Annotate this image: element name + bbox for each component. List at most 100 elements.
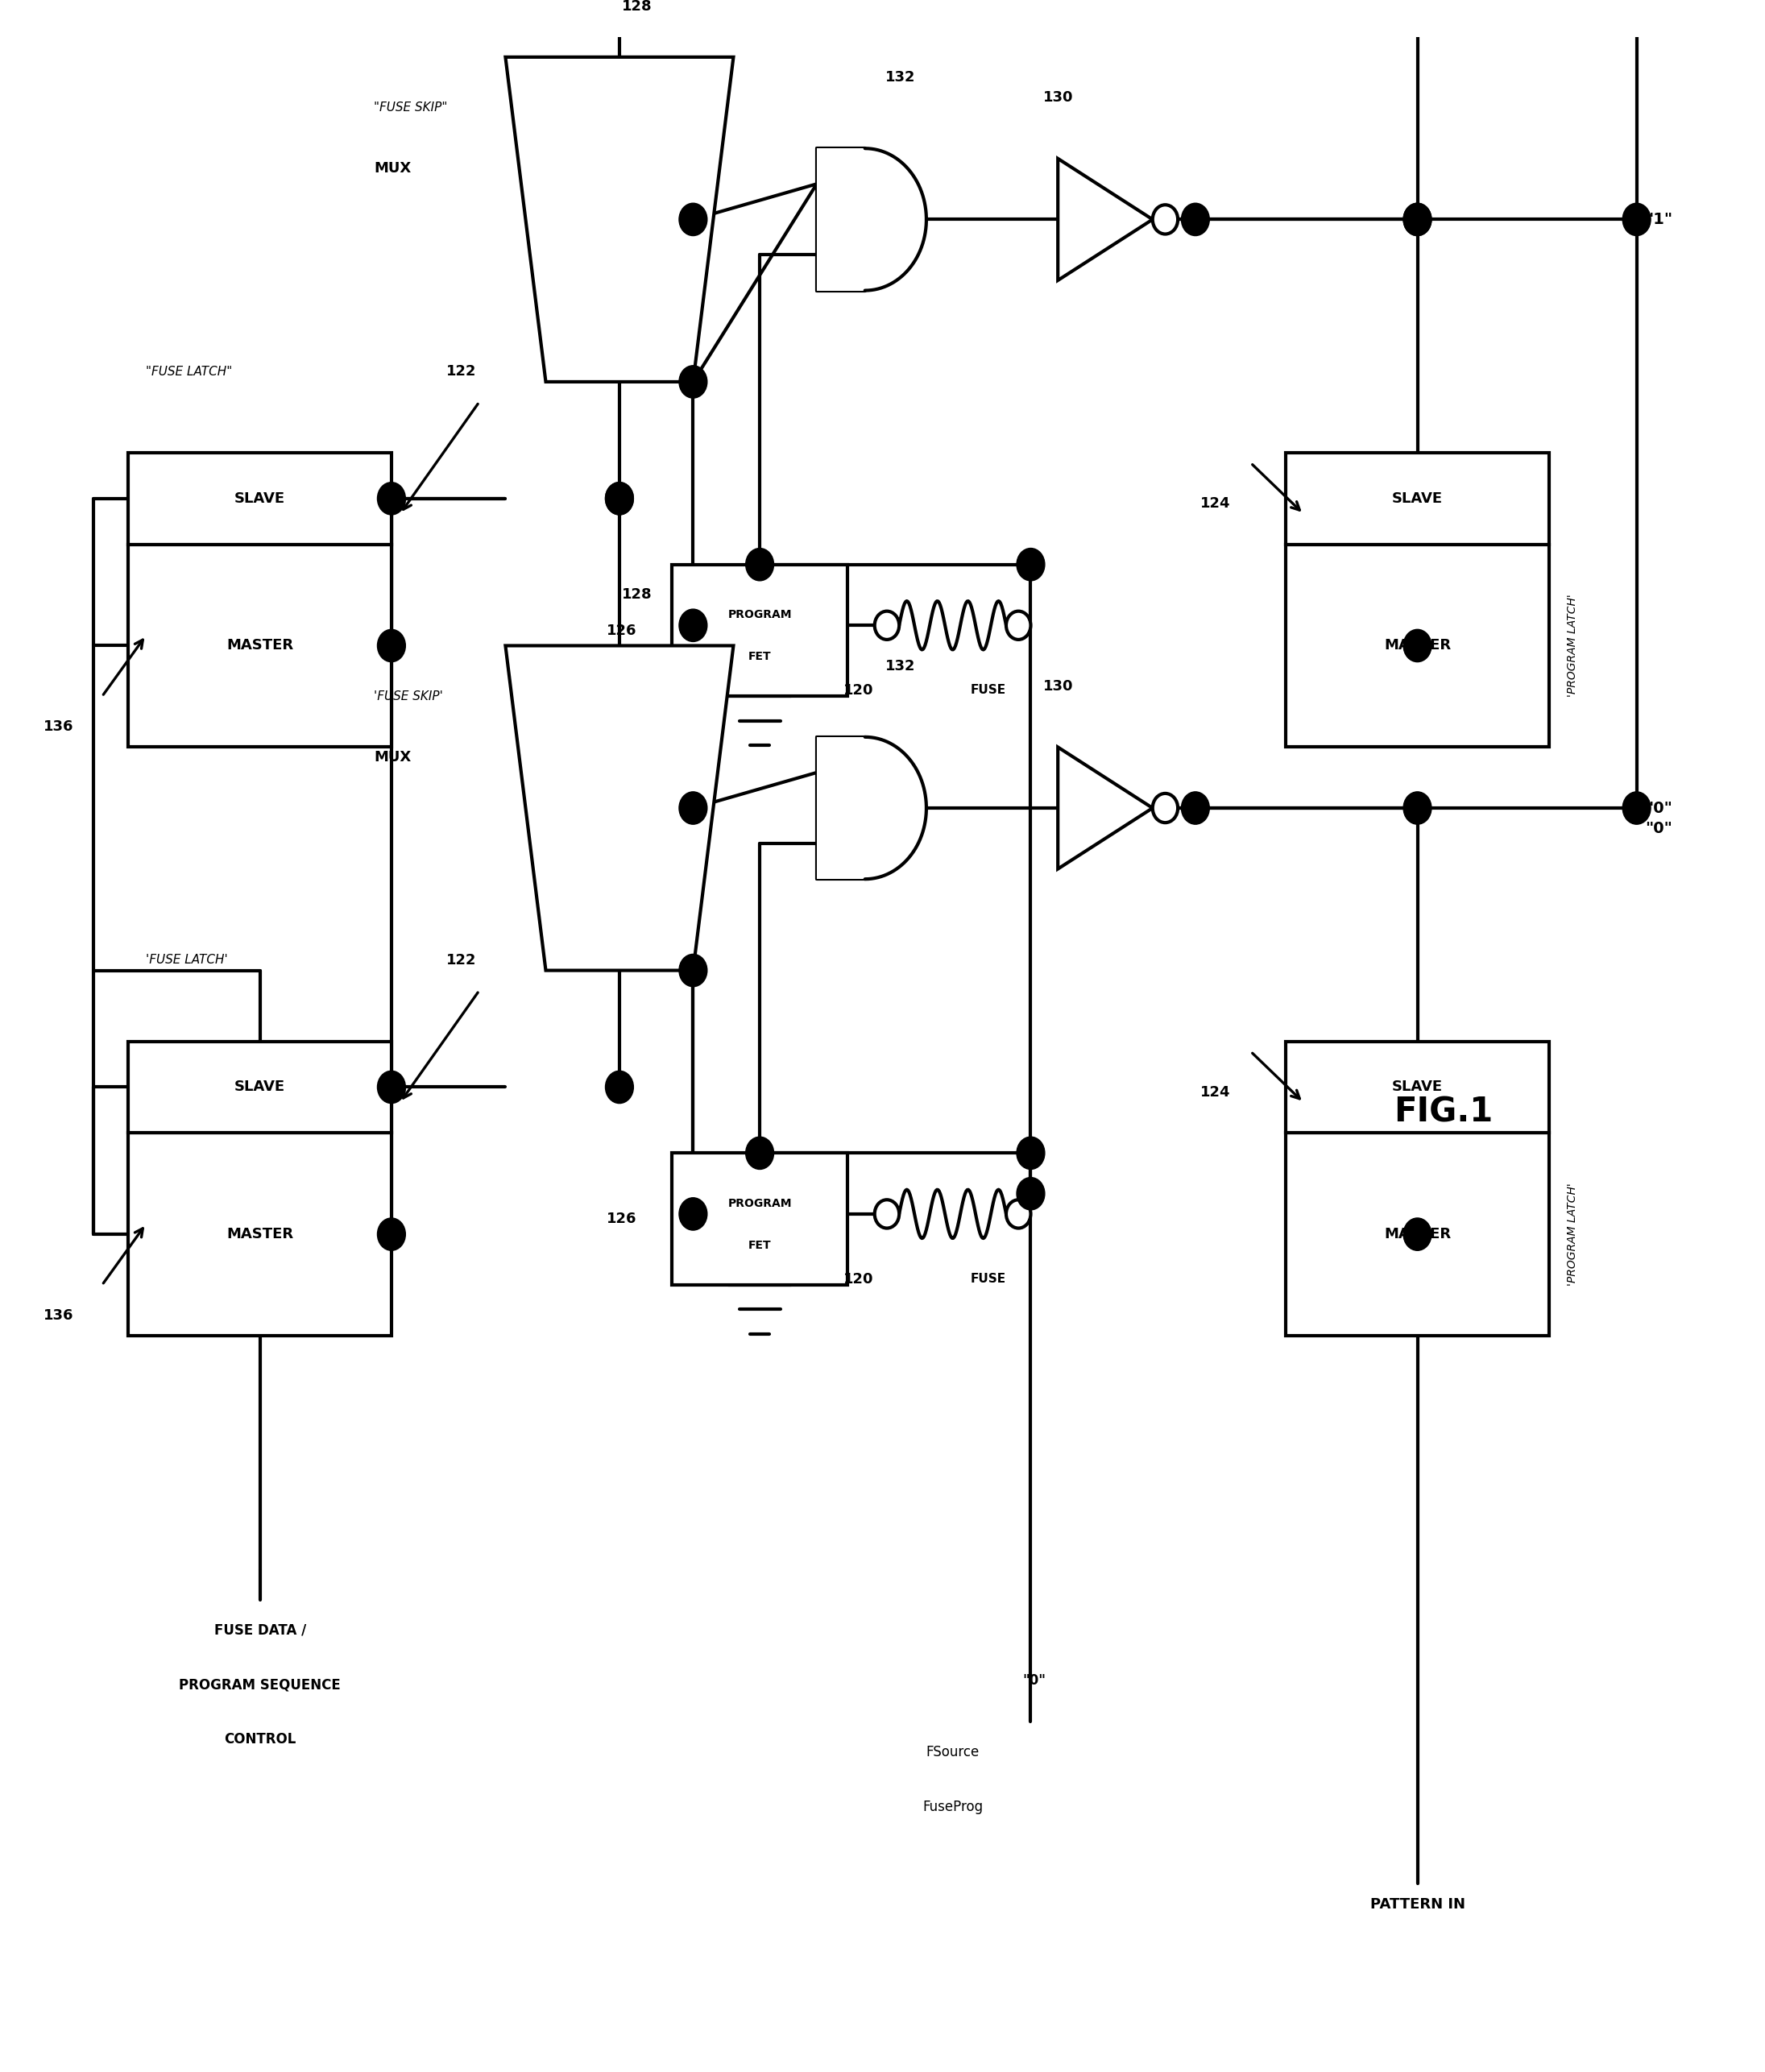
Text: FSource: FSource — [927, 1745, 980, 1759]
Circle shape — [1153, 205, 1177, 234]
Text: FUSE: FUSE — [971, 1272, 1006, 1285]
Circle shape — [680, 792, 708, 825]
Circle shape — [1017, 1138, 1045, 1169]
Text: SLAVE: SLAVE — [235, 1080, 286, 1094]
Bar — [129, 454, 392, 545]
Text: 124: 124 — [1200, 497, 1230, 512]
Text: MASTER: MASTER — [226, 1227, 293, 1241]
Circle shape — [680, 609, 708, 642]
Circle shape — [1403, 630, 1431, 661]
Circle shape — [1622, 792, 1650, 825]
Circle shape — [1403, 203, 1431, 236]
Text: MASTER: MASTER — [1384, 1227, 1451, 1241]
Circle shape — [1403, 792, 1431, 825]
Polygon shape — [505, 58, 734, 381]
Bar — [1287, 545, 1550, 748]
Text: 'PROGRAM LATCH': 'PROGRAM LATCH' — [1567, 1183, 1578, 1287]
Text: FIG.1: FIG.1 — [1394, 1096, 1493, 1129]
Text: PATTERN IN: PATTERN IN — [1370, 1896, 1465, 1910]
Polygon shape — [505, 646, 734, 970]
Text: 122: 122 — [447, 365, 477, 379]
Text: 136: 136 — [42, 1307, 74, 1322]
Text: 128: 128 — [621, 0, 651, 15]
Bar — [672, 564, 847, 696]
Circle shape — [605, 483, 634, 514]
Text: 128: 128 — [621, 588, 651, 603]
Text: 132: 132 — [884, 70, 914, 85]
Text: MUX: MUX — [374, 162, 411, 176]
Text: SLAVE: SLAVE — [235, 491, 286, 506]
Bar — [1287, 1133, 1550, 1336]
Text: 132: 132 — [884, 659, 914, 673]
Bar — [129, 1133, 392, 1336]
Text: FUSE DATA /: FUSE DATA / — [214, 1622, 305, 1637]
Text: SLAVE: SLAVE — [1393, 1080, 1442, 1094]
Circle shape — [680, 203, 708, 236]
Text: "0": "0" — [1645, 821, 1673, 835]
Text: 124: 124 — [1200, 1086, 1230, 1100]
Text: 126: 126 — [607, 624, 637, 638]
Circle shape — [1153, 794, 1177, 823]
Text: "1": "1" — [1645, 211, 1673, 228]
Text: 130: 130 — [1043, 680, 1073, 694]
Polygon shape — [865, 738, 927, 879]
Text: "0": "0" — [1645, 800, 1673, 816]
Circle shape — [1017, 549, 1045, 580]
Circle shape — [680, 365, 708, 398]
Text: MASTER: MASTER — [226, 638, 293, 653]
Polygon shape — [817, 149, 865, 290]
Circle shape — [680, 1198, 708, 1231]
Text: "FUSE LATCH": "FUSE LATCH" — [146, 365, 233, 377]
Circle shape — [875, 1200, 898, 1229]
Text: 'PROGRAM LATCH': 'PROGRAM LATCH' — [1567, 595, 1578, 696]
Text: FuseProg: FuseProg — [923, 1798, 983, 1813]
Circle shape — [1181, 792, 1209, 825]
Bar — [1287, 1042, 1550, 1133]
Circle shape — [605, 1071, 634, 1104]
Circle shape — [378, 1071, 406, 1104]
Circle shape — [1622, 203, 1650, 236]
Circle shape — [1403, 203, 1431, 236]
Bar — [129, 1042, 392, 1133]
Circle shape — [1006, 611, 1031, 640]
Circle shape — [378, 483, 406, 514]
Polygon shape — [865, 149, 927, 290]
Text: CONTROL: CONTROL — [224, 1732, 297, 1747]
Circle shape — [378, 1218, 406, 1251]
Bar — [1287, 454, 1550, 545]
Text: FUSE: FUSE — [971, 684, 1006, 696]
Bar — [129, 545, 392, 748]
Text: FET: FET — [748, 1239, 771, 1251]
Text: PROGRAM: PROGRAM — [727, 609, 792, 620]
Text: 'FUSE LATCH': 'FUSE LATCH' — [146, 955, 228, 966]
Circle shape — [680, 955, 708, 986]
Text: SLAVE: SLAVE — [1393, 491, 1442, 506]
Circle shape — [1181, 203, 1209, 236]
Circle shape — [1403, 1218, 1431, 1251]
Text: MASTER: MASTER — [1384, 638, 1451, 653]
Bar — [672, 1154, 847, 1285]
Text: 120: 120 — [844, 1272, 874, 1287]
Circle shape — [1017, 1177, 1045, 1210]
Text: FET: FET — [748, 651, 771, 663]
Circle shape — [1006, 1200, 1031, 1229]
Polygon shape — [1057, 160, 1153, 280]
Text: 122: 122 — [447, 953, 477, 968]
Polygon shape — [817, 738, 865, 879]
Circle shape — [378, 630, 406, 661]
Text: 126: 126 — [607, 1212, 637, 1227]
Circle shape — [745, 1138, 773, 1169]
Text: 120: 120 — [844, 684, 874, 698]
Text: 130: 130 — [1043, 91, 1073, 106]
Polygon shape — [1057, 748, 1153, 868]
Text: MUX: MUX — [374, 750, 411, 765]
Text: 136: 136 — [42, 719, 74, 733]
Text: "0": "0" — [1022, 1674, 1047, 1689]
Circle shape — [745, 549, 773, 580]
Text: 'FUSE SKIP': 'FUSE SKIP' — [374, 690, 443, 702]
Circle shape — [605, 483, 634, 514]
Text: PROGRAM: PROGRAM — [727, 1198, 792, 1208]
Circle shape — [875, 611, 898, 640]
Text: PROGRAM SEQUENCE: PROGRAM SEQUENCE — [178, 1678, 341, 1693]
Text: "FUSE SKIP": "FUSE SKIP" — [374, 102, 448, 114]
